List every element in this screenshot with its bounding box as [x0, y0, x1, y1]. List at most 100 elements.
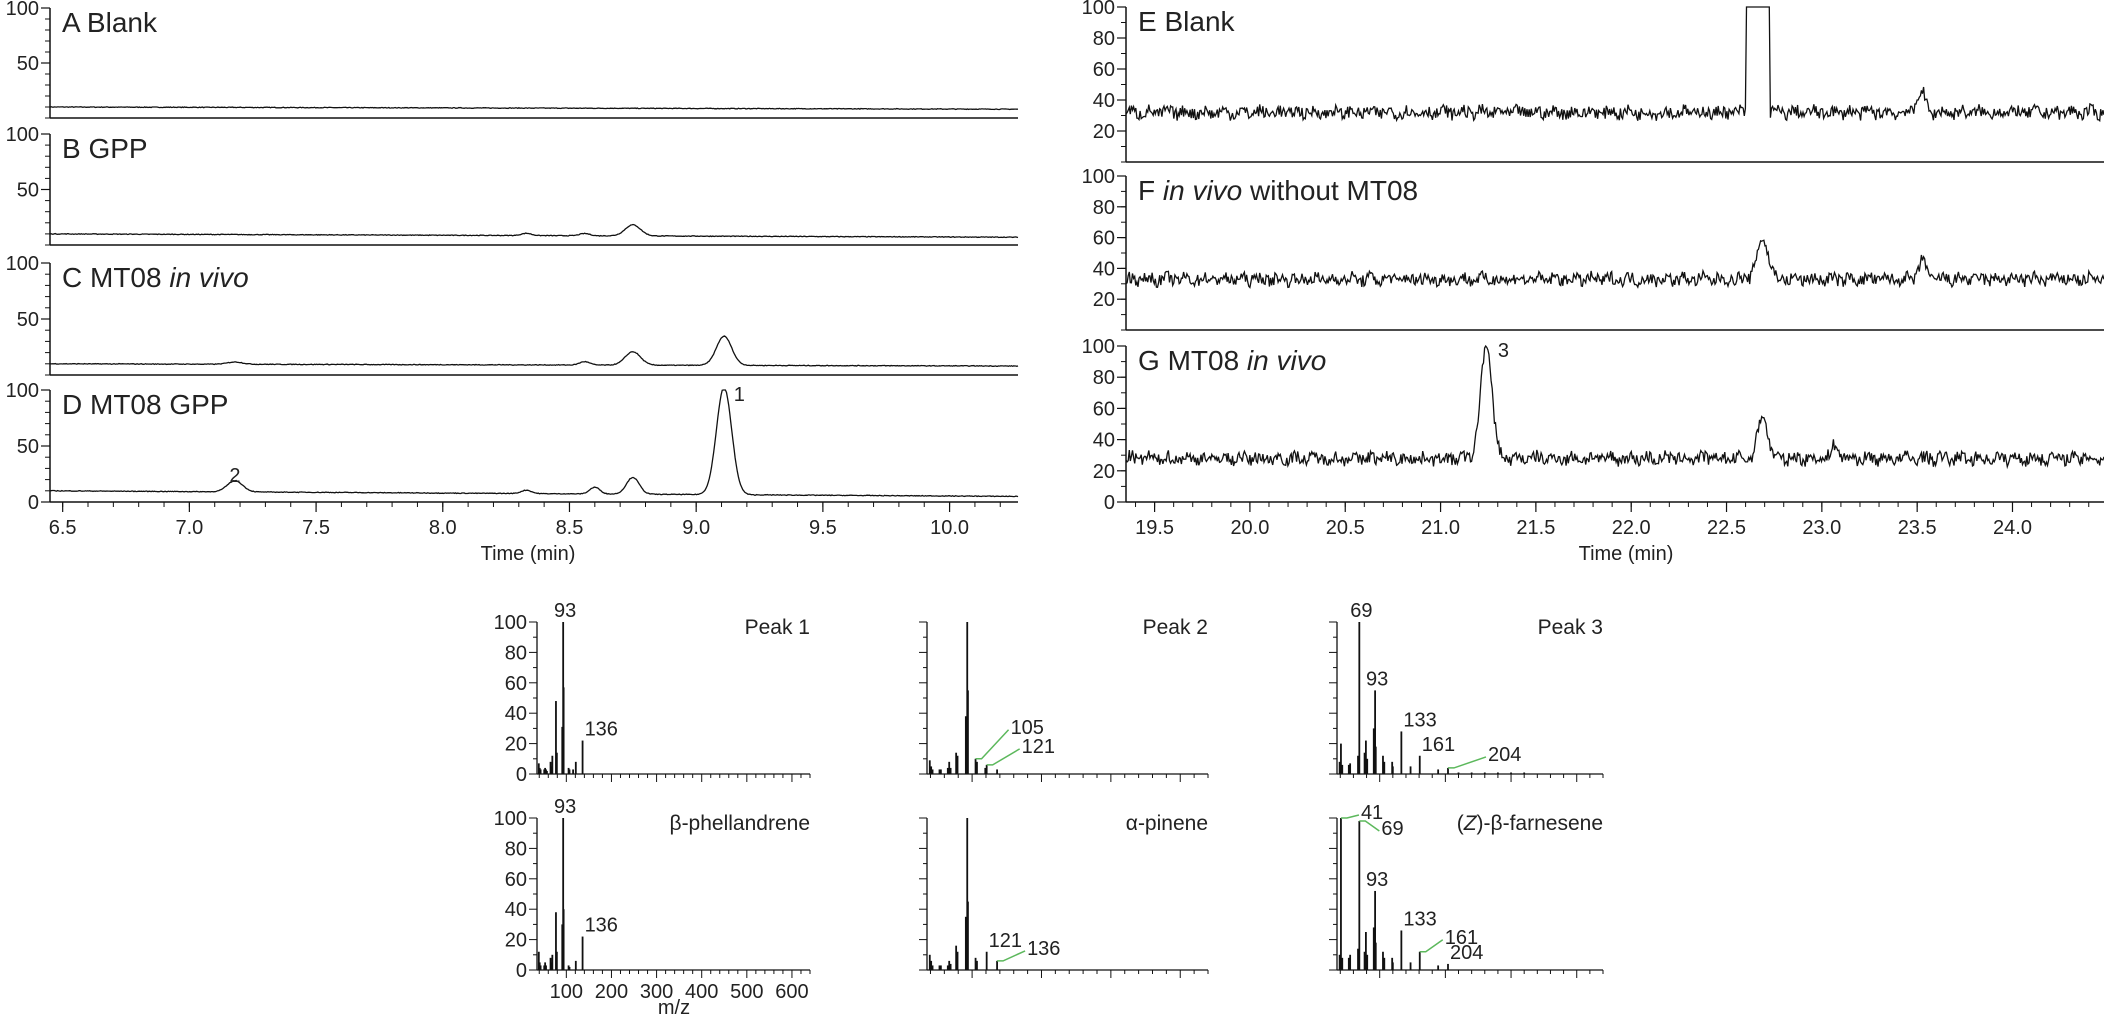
y-tick-label: 20 — [1093, 461, 1115, 483]
x-tick-label: 500 — [730, 981, 763, 1003]
y-tick-label: 80 — [1093, 367, 1115, 389]
spectrum-title-peak2: Peak 2 — [1143, 616, 1208, 639]
x-tick-label: 8.5 — [556, 517, 584, 539]
y-tick-label: 0 — [516, 764, 527, 786]
trace-F — [1125, 239, 2104, 289]
x-tick-label: 23.0 — [1802, 517, 1841, 539]
x-tick-label: 24.0 — [1993, 517, 2032, 539]
gc-left-xlabel: Time (min) — [481, 543, 576, 565]
mz-label-121: 121 — [989, 930, 1022, 952]
spectrum-title-apinene: α-pinene — [1126, 812, 1208, 835]
x-tick-label: 22.5 — [1707, 517, 1746, 539]
peak-label-1: 1 — [734, 384, 745, 406]
x-tick-label: 21.0 — [1421, 517, 1460, 539]
mz-label-93: 93 — [1366, 869, 1388, 891]
panel-D: 0 50 100 D MT08 GPP 6.5 7.0 7.5 8.0 8.5 9.0 9.5 10.… — [6, 380, 1019, 539]
trace-D — [49, 389, 1019, 498]
panel-C: 50 100 C MT08 in vivo — [6, 253, 1019, 376]
y-tick-label: 20 — [1093, 289, 1115, 311]
y-tick-label: 100 — [6, 253, 39, 275]
y-tick-label: 60 — [1093, 398, 1115, 420]
mz-label-136: 136 — [1027, 938, 1060, 960]
spectrum-title-bphell: β-phellandrene — [669, 812, 810, 835]
panel-title-F: F in vivo without MT08 — [1138, 175, 1418, 206]
y-tick-label: 60 — [1093, 59, 1115, 81]
mz-label-93: 93 — [554, 600, 576, 622]
panel-G: 0 20 40 60 80 100 G MT08 in vivo 19.5 20.0 20.5 21… — [1082, 336, 2104, 539]
panel-title-A: A Blank — [62, 7, 158, 38]
x-tick-label: 7.0 — [175, 517, 203, 539]
panel-A: 50 100 A Blank — [6, 0, 1019, 119]
panel-title-B: B GPP — [62, 133, 148, 164]
panel-title-G: G MT08 in vivo — [1138, 345, 1326, 376]
label-leader — [1359, 820, 1380, 832]
y-tick-label: 60 — [1093, 228, 1115, 250]
mz-label-121: 121 — [1022, 736, 1055, 758]
y-tick-label: 40 — [505, 703, 527, 725]
y-tick-label: 0 — [28, 492, 39, 514]
y-tick-label: 50 — [17, 180, 39, 202]
mz-label-69: 69 — [1381, 818, 1403, 840]
mz-label-41: 41 — [1361, 802, 1383, 824]
y-tick-label: 0 — [516, 960, 527, 982]
y-tick-label: 20 — [505, 734, 527, 756]
label-leader — [1447, 756, 1487, 769]
x-tick-label: 19.5 — [1135, 517, 1174, 539]
y-tick-label: 40 — [1093, 430, 1115, 452]
ms-xlabel: m/z — [658, 997, 690, 1018]
y-tick-label: 60 — [505, 673, 527, 695]
x-tick-label: 8.0 — [429, 517, 457, 539]
x-tick-label: 20.0 — [1230, 517, 1269, 539]
mz-label-93: 93 — [554, 796, 576, 818]
x-tick-label: 100 — [550, 981, 583, 1003]
panel-peak3: Peak 3 69 93 133 161 204 — [1329, 600, 1604, 782]
trace-E — [1125, 6, 2104, 123]
x-tick-label: 21.5 — [1516, 517, 1555, 539]
y-tick-label: 20 — [1093, 121, 1115, 143]
label-leader — [1419, 939, 1444, 953]
y-tick-label: 100 — [6, 124, 39, 146]
label-leader — [997, 950, 1026, 962]
mz-label-133: 133 — [1403, 908, 1436, 930]
y-tick-label: 50 — [17, 309, 39, 331]
panel-peak1: 0 20 40 60 80 100 Peak 1 93 136 — [494, 600, 811, 786]
y-tick-label: 100 — [1082, 0, 1115, 19]
panel-B: 50 100 B GPP — [6, 124, 1019, 246]
x-tick-label: 400 — [685, 981, 718, 1003]
label-leader — [975, 729, 1010, 760]
trace-B — [49, 223, 1019, 239]
y-tick-label: 40 — [505, 899, 527, 921]
mz-label-204: 204 — [1488, 744, 1521, 766]
trace-C — [49, 335, 1019, 368]
mz-label-136: 136 — [585, 719, 618, 741]
trace-A — [49, 105, 1019, 111]
y-tick-label: 40 — [1093, 258, 1115, 280]
mz-label-105: 105 — [1011, 717, 1044, 739]
panel-title-D: D MT08 GPP — [62, 389, 228, 420]
x-tick-label: 22.0 — [1612, 517, 1651, 539]
mz-label-93: 93 — [1366, 668, 1388, 690]
x-tick-label: 7.5 — [302, 517, 330, 539]
x-tick-label: 23.5 — [1898, 517, 1937, 539]
peak-label-3: 3 — [1498, 340, 1509, 362]
y-tick-label: 80 — [1093, 197, 1115, 219]
y-tick-label: 0 — [1104, 492, 1115, 514]
panel-apinene: α-pinene 121 136 — [919, 812, 1209, 978]
panel-title-E: E Blank — [1138, 6, 1236, 37]
y-tick-label: 100 — [494, 808, 527, 830]
mz-label-161: 161 — [1422, 734, 1455, 756]
mz-label-136: 136 — [585, 915, 618, 937]
y-tick-label: 20 — [505, 930, 527, 952]
y-tick-label: 100 — [6, 0, 39, 20]
panel-F: 20 40 60 80 100 F in vivo without MT08 — [1082, 166, 2104, 331]
spectrum-title-zbfarn: (Z)-β-farnesene — [1457, 812, 1603, 835]
y-tick-label: 80 — [505, 642, 527, 664]
label-leader — [1340, 814, 1360, 819]
y-tick-label: 50 — [17, 53, 39, 75]
y-tick-label: 100 — [1082, 336, 1115, 358]
x-tick-label: 200 — [595, 981, 628, 1003]
spectrum-title-peak3: Peak 3 — [1538, 616, 1603, 639]
x-tick-label: 10.0 — [930, 517, 969, 539]
mz-label-161: 161 — [1445, 927, 1478, 949]
